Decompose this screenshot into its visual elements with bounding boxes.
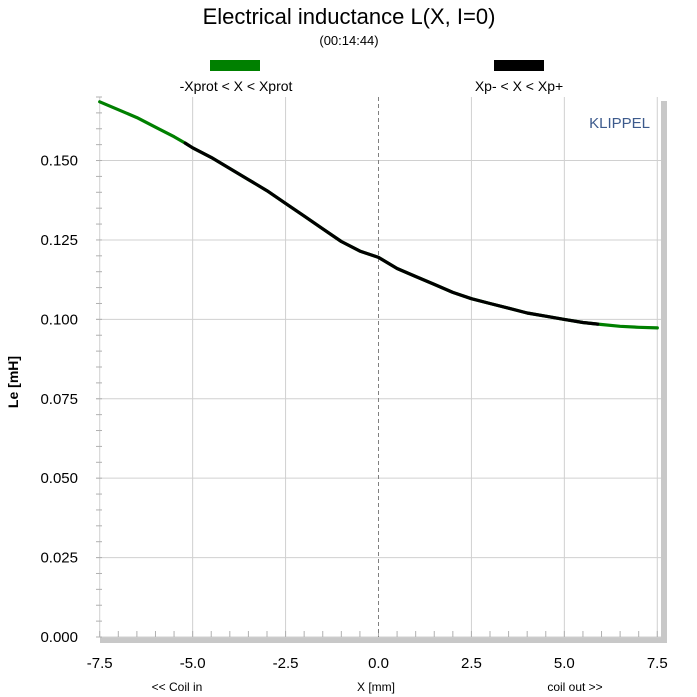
chart-subtitle: (00:14:44) xyxy=(319,33,378,48)
x-tick-label: -5.0 xyxy=(180,655,206,672)
x-tick-label: 0.0 xyxy=(368,655,389,672)
y-axis-label: Le [mH] xyxy=(5,356,21,408)
y-tick-label: 0.150 xyxy=(40,153,78,170)
series-layer xyxy=(98,100,659,330)
plot-shadow-right xyxy=(661,101,667,643)
x-axis-note-left: << Coil in xyxy=(152,680,203,694)
x-tick-label: 5.0 xyxy=(554,655,575,672)
y-tick-label: 0.000 xyxy=(40,629,78,646)
x-tick-label: -7.5 xyxy=(87,655,113,672)
x-axis-note-right: coil out >> xyxy=(547,680,602,694)
legend-label-black: Xp- < X < Xp+ xyxy=(475,78,563,94)
y-tick-label: 0.125 xyxy=(40,232,78,249)
y-tick-label: 0.025 xyxy=(40,550,78,567)
y-tick-labels: 0.000 0.025 0.050 0.075 0.100 0.125 0.150 xyxy=(40,153,78,646)
klippel-watermark: KLIPPEL xyxy=(589,115,650,132)
y-tick-label: 0.100 xyxy=(40,311,78,328)
legend-label-green: -Xprot < X < Xprot xyxy=(180,78,293,94)
series-line-black xyxy=(183,141,600,326)
legend-swatch-green xyxy=(210,60,260,71)
chart-title: Electrical inductance L(X, I=0) xyxy=(203,4,496,29)
y-tick-label: 0.075 xyxy=(40,391,78,408)
y-tick-label: 0.050 xyxy=(40,470,78,487)
x-tick-label: -2.5 xyxy=(273,655,299,672)
x-tick-labels: -7.5 -5.0 -2.5 0.0 2.5 5.0 7.5 xyxy=(87,655,668,672)
minor-ticks xyxy=(96,96,658,638)
x-axis-label: X [mm] xyxy=(357,680,395,694)
plot-shadow-bottom xyxy=(100,637,667,643)
x-tick-label: 2.5 xyxy=(461,655,482,672)
legend-swatch-black xyxy=(494,60,544,71)
x-tick-label: 7.5 xyxy=(647,655,668,672)
